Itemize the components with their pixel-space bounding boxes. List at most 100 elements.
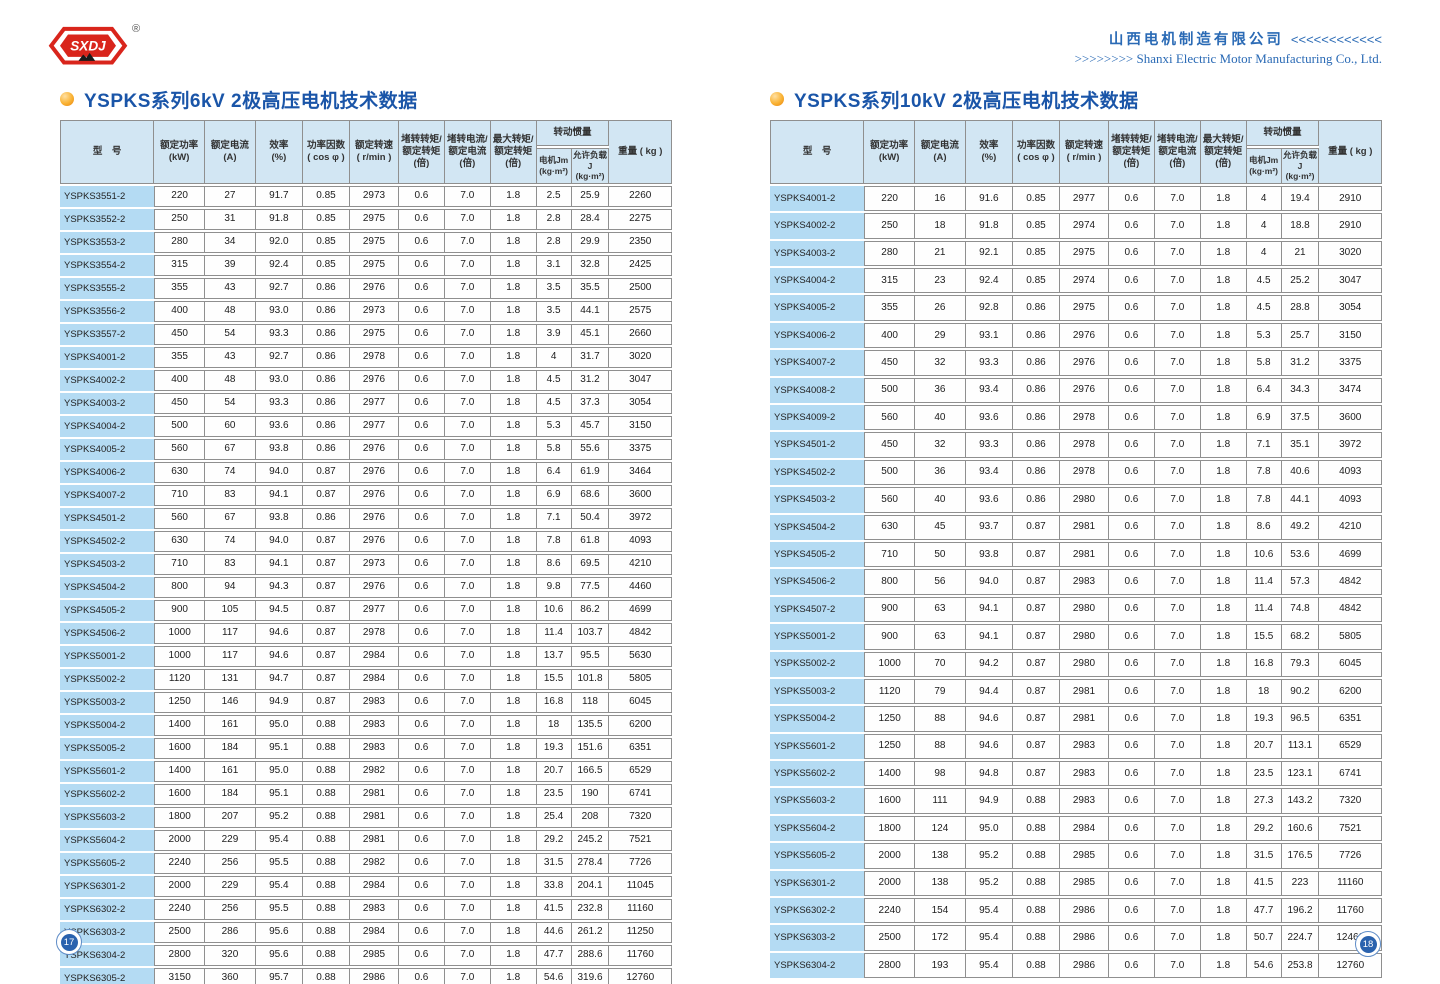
value-cell: 1.8 [1200, 761, 1247, 787]
value-cell: 2982 [350, 852, 399, 874]
value-cell: 0.6 [1108, 706, 1155, 732]
value-cell: 41.5 [1246, 870, 1282, 897]
value-cell: 2978 [1060, 432, 1109, 458]
value-cell: 39 [205, 254, 256, 276]
value-cell: 95.2 [965, 870, 1013, 897]
model-cell: YSPKS6301-2 [770, 870, 865, 897]
value-cell: 2660 [609, 323, 672, 345]
table-row: YSPKS5002-2 1120 131 94.7 0.87 2984 0.6 7.0 1.8 1… [60, 668, 672, 690]
value-cell: 7.0 [1154, 240, 1201, 267]
value-cell: 43 [205, 277, 256, 299]
value-cell: 143.2 [1281, 788, 1320, 814]
table-row: YSPKS5002-2 1000 70 94.2 0.87 2980 0.6 7.0 1.8 16… [770, 651, 1382, 677]
table-row: YSPKS4006-2 400 29 93.1 0.86 2976 0.6 7.0 1.8 5.3… [770, 322, 1382, 349]
value-cell: 4210 [1319, 514, 1382, 540]
value-cell: 184 [205, 737, 256, 759]
value-cell: 0.85 [302, 185, 351, 207]
value-cell: 7.0 [1154, 706, 1201, 732]
model-cell: YSPKS4504-2 [60, 576, 155, 598]
value-cell: 154 [915, 898, 966, 924]
value-cell: 92.1 [965, 240, 1013, 267]
value-cell: 400 [154, 300, 206, 322]
value-cell: 0.6 [398, 346, 445, 368]
table-row: YSPKS4009-2 560 40 93.6 0.86 2978 0.6 7.0 1.8 6.9… [770, 405, 1382, 431]
value-cell: 1.8 [490, 852, 537, 874]
value-cell: 7.0 [1154, 898, 1201, 924]
value-cell: 2910 [1319, 213, 1382, 239]
value-cell: 400 [864, 322, 916, 349]
value-cell: 0.87 [302, 484, 351, 506]
value-cell: 20.7 [1246, 733, 1282, 760]
value-cell: 7.0 [444, 415, 491, 437]
value-cell: 95.6 [255, 921, 303, 943]
table-row: YSPKS4501-2 560 67 93.8 0.86 2976 0.6 7.0 1.8 7.1… [60, 507, 672, 529]
header-efficiency: 效率 (%) [965, 120, 1013, 184]
value-cell: 18 [915, 213, 966, 239]
value-cell: 11160 [609, 898, 672, 920]
value-cell: 2976 [350, 530, 399, 552]
value-cell: 1.8 [1200, 651, 1247, 677]
model-cell: YSPKS4002-2 [60, 369, 155, 391]
value-cell: 0.6 [398, 898, 445, 920]
value-cell: 7.0 [444, 668, 491, 690]
value-cell: 0.6 [1108, 788, 1155, 814]
value-cell: 50.4 [571, 507, 610, 529]
value-cell: 7.0 [1154, 432, 1201, 458]
table-row: YSPKS6305-2 3150 360 95.7 0.88 2986 0.6 7.0 1.8 5… [60, 967, 672, 984]
value-cell: 7.0 [444, 461, 491, 483]
value-cell: 184 [205, 783, 256, 805]
value-cell: 630 [864, 514, 916, 540]
value-cell: 29 [915, 322, 966, 349]
value-cell: 7.0 [444, 691, 491, 713]
company-name-cn: 山西电机制造有限公司 [1108, 32, 1284, 48]
value-cell: 94.5 [255, 599, 303, 621]
value-cell: 3972 [1319, 432, 1382, 458]
value-cell: 11760 [1319, 898, 1382, 924]
value-cell: 94.0 [965, 569, 1013, 595]
value-cell: 0.87 [302, 622, 351, 644]
value-cell: 208 [571, 806, 610, 828]
value-cell: 7.0 [1154, 761, 1201, 787]
value-cell: 138 [915, 843, 966, 869]
value-cell: 0.85 [1012, 213, 1061, 239]
value-cell: 3150 [1319, 322, 1382, 349]
value-cell: 34 [205, 231, 256, 253]
company-name-cn-line: 山西电机制造有限公司 <<<<<<<<<<<< [1075, 28, 1382, 49]
value-cell: 0.88 [1012, 815, 1061, 842]
value-cell: 5.3 [536, 415, 572, 437]
header-max-torque-ratio: 最大转矩/ 额定转矩 (倍) [490, 120, 537, 184]
value-cell: 0.88 [302, 783, 351, 805]
value-cell: 1.8 [1200, 898, 1247, 924]
value-cell: 7.0 [1154, 213, 1201, 239]
company-name-en: Shanxi Electric Motor Manufacturing Co.,… [1136, 51, 1382, 66]
value-cell: 0.6 [1108, 596, 1155, 623]
value-cell: 94.1 [965, 596, 1013, 623]
value-cell: 32 [915, 350, 966, 376]
value-cell: 0.85 [1012, 185, 1061, 212]
model-cell: YSPKS5601-2 [60, 760, 155, 782]
value-cell: 2984 [350, 645, 399, 667]
value-cell: 0.6 [398, 875, 445, 897]
value-cell: 4.5 [1246, 295, 1282, 321]
value-cell: 67 [205, 507, 256, 529]
value-cell: 4842 [609, 622, 672, 644]
value-cell: 7.0 [1154, 350, 1201, 376]
value-cell: 2981 [1060, 514, 1109, 540]
model-cell: YSPKS4501-2 [60, 507, 155, 529]
value-cell: 29.2 [536, 829, 572, 851]
value-cell: 95.1 [255, 783, 303, 805]
value-cell: 1.8 [490, 346, 537, 368]
value-cell: 278.4 [571, 852, 610, 874]
header-model: 型 号 [770, 120, 865, 184]
table-row: YSPKS5003-2 1120 79 94.4 0.87 2981 0.6 7.0 1.8 18… [770, 678, 1382, 705]
value-cell: 3020 [609, 346, 672, 368]
value-cell: 7.0 [1154, 788, 1201, 814]
value-cell: 123.1 [1281, 761, 1320, 787]
value-cell: 6.9 [536, 484, 572, 506]
value-cell: 0.88 [302, 806, 351, 828]
value-cell: 1.8 [1200, 596, 1247, 623]
value-cell: 4.5 [536, 369, 572, 391]
value-cell: 0.87 [302, 691, 351, 713]
value-cell: 0.6 [1108, 569, 1155, 595]
model-cell: YSPKS4506-2 [60, 622, 155, 644]
